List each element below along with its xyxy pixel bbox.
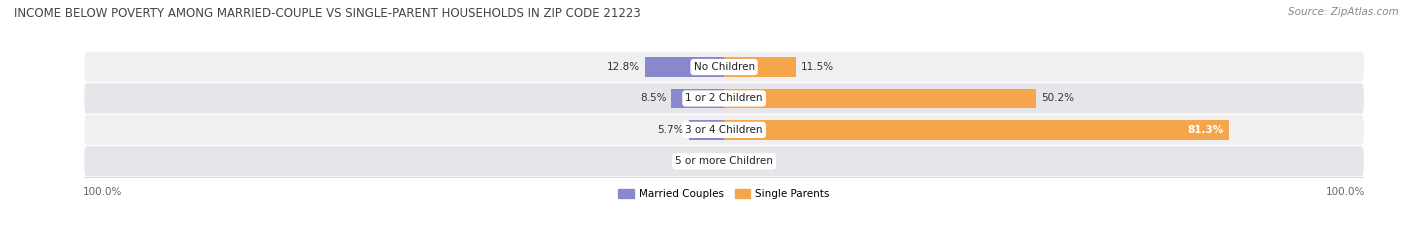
Text: 5.7%: 5.7% — [657, 125, 683, 135]
Text: 3 or 4 Children: 3 or 4 Children — [685, 125, 763, 135]
Bar — [671, 89, 724, 108]
Text: 1 or 2 Children: 1 or 2 Children — [685, 93, 763, 103]
Bar — [724, 120, 1229, 140]
Bar — [644, 57, 724, 77]
FancyBboxPatch shape — [84, 146, 1364, 176]
Text: No Children: No Children — [693, 62, 755, 72]
FancyBboxPatch shape — [84, 83, 1364, 113]
Text: 12.8%: 12.8% — [606, 62, 640, 72]
Text: INCOME BELOW POVERTY AMONG MARRIED-COUPLE VS SINGLE-PARENT HOUSEHOLDS IN ZIP COD: INCOME BELOW POVERTY AMONG MARRIED-COUPL… — [14, 7, 641, 20]
Text: 0.0%: 0.0% — [730, 156, 755, 166]
Bar — [724, 57, 796, 77]
Bar — [724, 89, 1036, 108]
FancyBboxPatch shape — [84, 115, 1364, 145]
Text: Source: ZipAtlas.com: Source: ZipAtlas.com — [1288, 7, 1399, 17]
Text: 50.2%: 50.2% — [1040, 93, 1074, 103]
Bar — [689, 120, 724, 140]
Text: 5 or more Children: 5 or more Children — [675, 156, 773, 166]
Text: 0.0%: 0.0% — [693, 156, 718, 166]
Text: 81.3%: 81.3% — [1188, 125, 1225, 135]
Text: 11.5%: 11.5% — [800, 62, 834, 72]
FancyBboxPatch shape — [84, 52, 1364, 82]
Text: 8.5%: 8.5% — [640, 93, 666, 103]
Legend: Married Couples, Single Parents: Married Couples, Single Parents — [616, 187, 832, 201]
